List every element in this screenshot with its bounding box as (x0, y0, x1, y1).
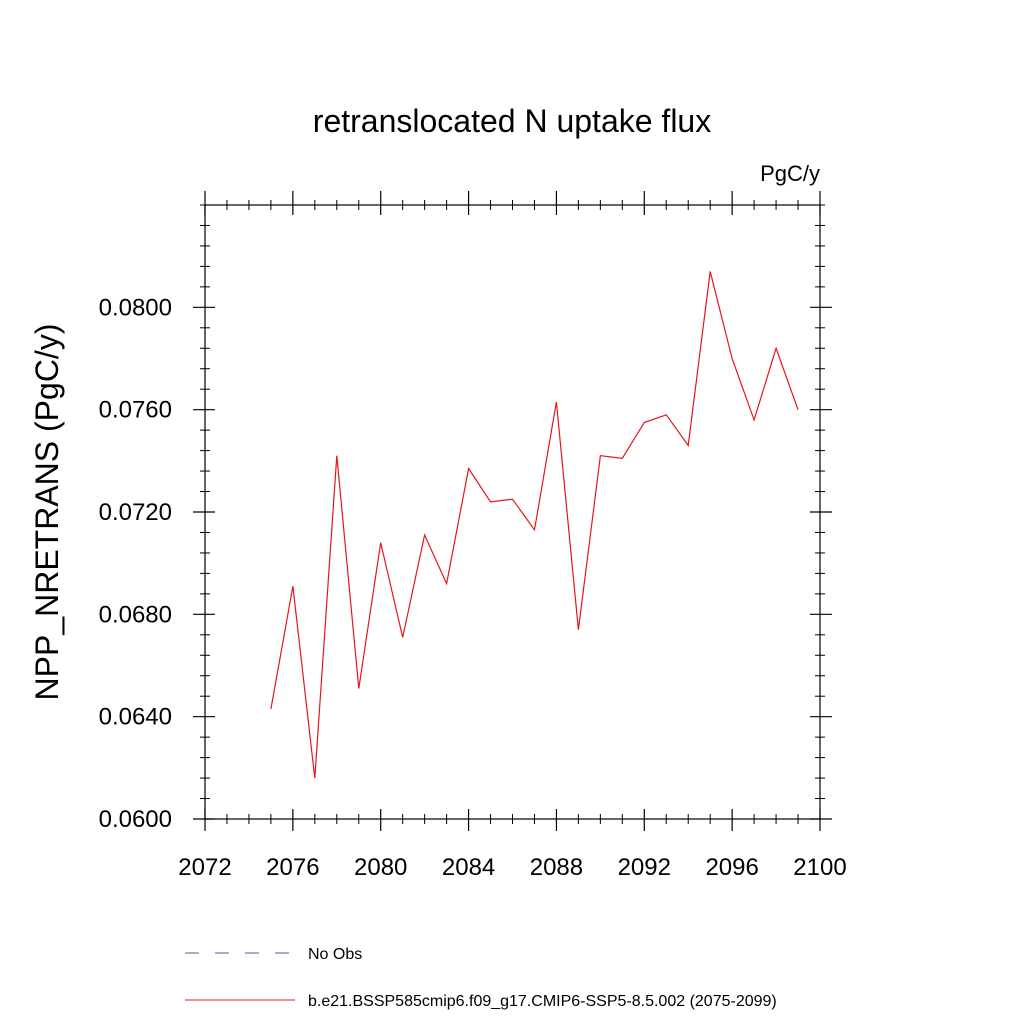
y-tick-label: 0.0800 (99, 294, 172, 321)
y-axis: 0.0600 0.0640 0.0680 0.0720 0.0760 0.0800 (99, 204, 832, 833)
x-tick-label: 2092 (618, 854, 671, 881)
series-group (269, 270, 800, 780)
y-tick-label: 0.0640 (99, 704, 172, 731)
data-point (577, 628, 580, 631)
y-tick-label: 0.0680 (99, 601, 172, 628)
data-point (357, 687, 360, 690)
y-tick-label: 0.0760 (99, 397, 172, 424)
data-point (687, 444, 690, 447)
chart-title: retranslocated N uptake flux (313, 103, 711, 139)
x-tick-label: 2096 (705, 854, 758, 881)
data-point (665, 413, 668, 416)
y-tick-label: 0.0600 (99, 806, 172, 833)
data-point (467, 467, 470, 470)
data-point (753, 418, 756, 421)
x-tick-label: 2088 (530, 854, 583, 881)
y-tick-label: 0.0720 (99, 499, 172, 526)
x-tick-label: 2076 (266, 854, 319, 881)
plot-frame (204, 204, 821, 820)
units-label: PgC/y (760, 161, 820, 186)
data-point (621, 457, 624, 460)
data-point (423, 534, 426, 537)
legend-label: No Obs (308, 946, 362, 963)
data-point (379, 541, 382, 544)
x-axis: 2072 2076 2080 2084 2088 2092 2096 2100 (178, 191, 847, 881)
x-tick-label: 2100 (793, 854, 846, 881)
data-point (533, 528, 536, 531)
x-tick-label: 2072 (178, 854, 231, 881)
data-point (401, 636, 404, 639)
x-tick-label: 2080 (354, 854, 407, 881)
data-point (291, 585, 294, 588)
data-point (511, 498, 514, 501)
data-point (643, 421, 646, 424)
data-point (489, 500, 492, 503)
data-point (269, 708, 272, 711)
data-point (445, 582, 448, 585)
data-point (555, 401, 558, 404)
data-point (775, 347, 778, 350)
series-line (270, 271, 799, 779)
data-point (731, 357, 734, 360)
y-axis-label: NPP_NRETRANS (PgC/y) (29, 324, 65, 701)
data-point (599, 454, 602, 457)
legend-label: b.e21.BSSP585cmip6.f09_g17.CMIP6-SSP5-8.… (308, 993, 777, 1010)
legend: No Obs b.e21.BSSP585cmip6.f09_g17.CMIP6-S… (185, 946, 777, 1010)
data-point (797, 408, 800, 411)
data-point (313, 777, 316, 780)
data-point (335, 454, 338, 457)
data-point (709, 270, 712, 273)
x-tick-label: 2084 (442, 854, 495, 881)
